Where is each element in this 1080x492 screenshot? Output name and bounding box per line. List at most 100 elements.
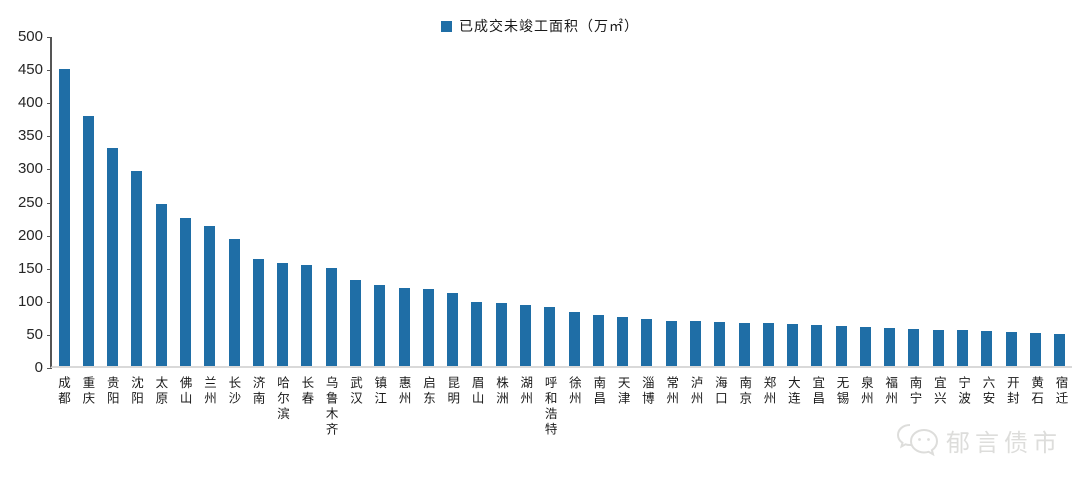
bar-cell <box>975 37 999 366</box>
x-label-贵阳: 贵阳 <box>104 376 119 407</box>
bar-cell <box>853 37 877 366</box>
x-label-cell: 南京 <box>731 376 755 407</box>
bar-佛山 <box>180 217 192 366</box>
x-label-六安: 六安 <box>980 376 995 407</box>
y-tick-mark-300 <box>47 169 52 171</box>
x-label-cell: 启东 <box>415 376 439 407</box>
x-label-cell: 昆明 <box>439 376 463 407</box>
bar-成都 <box>58 68 70 366</box>
y-tick-mark-350 <box>47 136 52 138</box>
x-label-cell: 长春 <box>293 376 317 407</box>
x-label-重庆: 重庆 <box>80 376 95 407</box>
x-label-昆明: 昆明 <box>445 376 460 407</box>
bar-宜兴 <box>932 329 944 366</box>
y-tick-mark-0 <box>47 368 52 369</box>
bar-沈阳 <box>131 171 143 366</box>
bar-徐州 <box>568 312 580 366</box>
bar-天津 <box>617 317 629 366</box>
y-tick-mark-50 <box>47 334 52 336</box>
y-tick-mark-200 <box>47 235 52 237</box>
y-tick-label-250: 250 <box>17 193 43 211</box>
bar-南宁 <box>908 329 920 366</box>
x-label-cell: 南昌 <box>585 376 609 407</box>
x-label-启东: 启东 <box>420 376 435 407</box>
legend-label: 已成交未竣工面积（万㎡） <box>459 18 639 34</box>
x-label-南宁: 南宁 <box>907 376 922 407</box>
x-label-cell: 大连 <box>780 376 804 407</box>
x-label-cell: 眉山 <box>464 376 488 407</box>
bar-cell <box>465 37 489 366</box>
y-tick-label-200: 200 <box>17 226 43 244</box>
bar-cell <box>878 37 902 366</box>
x-label-长春: 长春 <box>299 376 314 407</box>
x-label-cell: 太原 <box>147 376 171 407</box>
bar-株洲 <box>495 302 507 366</box>
bar-cell <box>829 37 853 366</box>
bar-乌鲁木齐 <box>325 267 337 366</box>
y-tick-label-300: 300 <box>17 160 43 178</box>
x-label-cell: 泸州 <box>683 376 707 407</box>
legend: 已成交未竣工面积（万㎡） <box>0 16 1080 36</box>
x-label-cell: 宁波 <box>950 376 974 407</box>
x-label-cell: 六安 <box>974 376 998 407</box>
y-tick-mark-400 <box>47 103 52 105</box>
x-label-cell: 南宁 <box>901 376 925 407</box>
bar-兰州 <box>204 225 216 366</box>
bar-宜昌 <box>811 325 823 366</box>
y-tick-label-450: 450 <box>17 61 43 79</box>
x-label-cell: 宿迁 <box>1047 376 1071 407</box>
x-label-cell: 哈尔滨 <box>269 376 293 423</box>
bar-cell <box>489 37 513 366</box>
y-tick-label-150: 150 <box>17 259 43 277</box>
bar-cell <box>52 37 76 366</box>
x-label-cell: 兰州 <box>196 376 220 407</box>
bar-湖州 <box>519 304 531 366</box>
x-label-济南: 济南 <box>250 376 265 407</box>
x-label-cell: 无锡 <box>829 376 853 407</box>
x-label-cell: 贵阳 <box>99 376 123 407</box>
x-label-cell: 淄博 <box>634 376 658 407</box>
bar-cell <box>1023 37 1047 366</box>
bar-武汉 <box>350 279 362 366</box>
bar-cell <box>173 37 197 366</box>
x-label-淄博: 淄博 <box>639 376 654 407</box>
x-label-海口: 海口 <box>712 376 727 407</box>
bar-cell <box>756 37 780 366</box>
bar-哈尔滨 <box>277 263 289 366</box>
x-label-泸州: 泸州 <box>688 376 703 407</box>
bar-cell <box>149 37 173 366</box>
x-label-cell: 郑州 <box>756 376 780 407</box>
x-label-南昌: 南昌 <box>591 376 606 407</box>
bar-常州 <box>665 320 677 366</box>
x-label-宁波: 宁波 <box>956 376 971 407</box>
x-label-cell: 佛山 <box>172 376 196 407</box>
bar-黄石 <box>1029 333 1041 366</box>
bar-cell <box>368 37 392 366</box>
x-label-眉山: 眉山 <box>469 376 484 407</box>
bar-cell <box>295 37 319 366</box>
x-label-宜兴: 宜兴 <box>931 376 946 407</box>
bar-大连 <box>787 323 799 366</box>
bar-重庆 <box>82 115 94 366</box>
x-label-宿迁: 宿迁 <box>1053 376 1068 407</box>
bar-cell <box>441 37 465 366</box>
x-label-泉州: 泉州 <box>858 376 873 407</box>
bar-启东 <box>422 289 434 366</box>
x-label-哈尔滨: 哈尔滨 <box>274 376 289 423</box>
bar-cell <box>659 37 683 366</box>
x-label-cell: 沈阳 <box>123 376 147 407</box>
bar-泸州 <box>689 321 701 366</box>
bar-cell <box>780 37 804 366</box>
x-label-cell: 宜昌 <box>804 376 828 407</box>
bar-cell <box>586 37 610 366</box>
bar-cell <box>416 37 440 366</box>
y-tick-label-50: 50 <box>26 325 43 343</box>
x-label-cell: 重庆 <box>74 376 98 407</box>
bar-南昌 <box>592 315 604 366</box>
x-label-cell: 武汉 <box>342 376 366 407</box>
bar-cell <box>343 37 367 366</box>
x-label-宜昌: 宜昌 <box>810 376 825 407</box>
x-label-天津: 天津 <box>615 376 630 407</box>
x-label-cell: 黄石 <box>1023 376 1047 407</box>
